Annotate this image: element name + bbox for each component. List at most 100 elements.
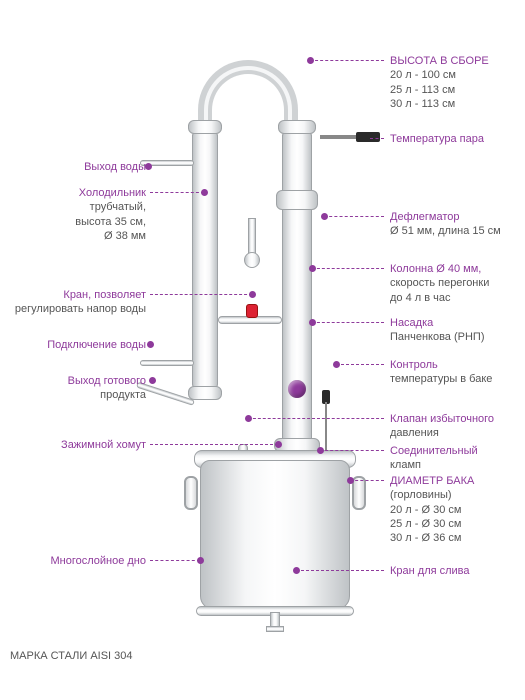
callout-title: ВЫСОТА В СБОРЕ (390, 54, 520, 68)
callout-line: до 4 л в час (390, 291, 520, 305)
callout-title: Выход воды (6, 160, 146, 174)
leader-line (312, 268, 384, 269)
callout-title: Холодильник (6, 186, 146, 200)
leader-line (312, 322, 384, 323)
leader-dot (145, 163, 152, 170)
panchenkov-plug (288, 380, 306, 398)
valve-knob (246, 304, 258, 318)
steam-thermometer (320, 132, 380, 142)
leader-line (336, 364, 384, 365)
leader-dot (149, 377, 156, 384)
callout-line: 25 л - Ø 30 см (390, 517, 520, 531)
callout-waterin: Подключение воды (6, 338, 146, 352)
condenser-cap-bottom (188, 386, 222, 400)
leader-line (320, 450, 384, 451)
drop-tube (248, 218, 256, 254)
callout-line: Панченкова (РНП) (390, 330, 520, 344)
leader-dot (307, 57, 314, 64)
callout-line: давления (390, 426, 520, 440)
leader-dot (147, 341, 154, 348)
leader-line (310, 60, 384, 61)
callout-panch: НасадкаПанченкова (РНП) (390, 316, 520, 345)
callout-reflux: ДефлегматорØ 51 мм, длина 15 см (390, 210, 520, 239)
condenser-cap-top (188, 120, 222, 134)
callout-line: кламп (390, 458, 520, 472)
callout-line: Ø 51 мм, длина 15 см (390, 224, 520, 238)
callout-diameter: ДИАМЕТР БАКА(горловины)20 л - Ø 30 см25 … (390, 474, 520, 545)
callout-title: Клапан избыточного (390, 412, 520, 426)
leader-dot (309, 319, 316, 326)
tank-handle-left (184, 476, 198, 510)
callout-title: Колонна Ø 40 мм, (390, 262, 520, 276)
callout-title: Подключение воды (6, 338, 146, 352)
leader-dot (249, 291, 256, 298)
callout-line: 30 л - Ø 36 см (390, 531, 520, 545)
callout-line: продукта (6, 388, 146, 402)
callout-connclamp: Соединительныйкламп (390, 444, 520, 473)
drain-tap (266, 612, 284, 636)
callout-line: 30 л - 113 см (390, 97, 520, 111)
callout-line: высота 35 см, (6, 215, 146, 229)
leader-line (296, 570, 384, 571)
callout-title: Соединительный (390, 444, 520, 458)
callout-line: (горловины) (390, 488, 520, 502)
leader-line (370, 138, 384, 139)
callout-valve: Кран, позволяетрегулировать напор воды (6, 288, 146, 317)
leader-line (150, 192, 204, 193)
steel-grade-footer: МАРКА СТАЛИ AISI 304 (10, 650, 133, 662)
leader-dot (347, 477, 354, 484)
callout-line: регулировать напор воды (6, 302, 146, 316)
leader-dot (197, 557, 204, 564)
reflux-condenser (276, 190, 318, 210)
callout-title: Кран, позволяет (6, 288, 146, 302)
callout-waterout: Выход воды (6, 160, 146, 174)
main-column-cap (278, 120, 316, 134)
callout-line: Ø 38 мм (6, 229, 146, 243)
callout-line: трубчатый, (6, 200, 146, 214)
drop-ball (244, 252, 260, 268)
leader-dot (293, 567, 300, 574)
callout-tanktemp: Контрольтемпературы в баке (390, 358, 520, 387)
leader-dot (245, 415, 252, 422)
leader-dot (333, 361, 340, 368)
callout-title: Дефлегматор (390, 210, 520, 224)
callout-drain: Кран для слива (390, 564, 520, 578)
tank-handle-right (352, 476, 366, 510)
callout-height: ВЫСОТА В СБОРЕ20 л - 100 см25 л - 113 см… (390, 54, 520, 111)
callout-clamp: Зажимной хомут (6, 438, 146, 452)
callout-line: 20 л - Ø 30 см (390, 503, 520, 517)
leader-line (350, 480, 384, 481)
leader-line (150, 560, 200, 561)
callout-title: Зажимной хомут (6, 438, 146, 452)
callout-title: Выход готового (6, 374, 146, 388)
water-inlet-pipe (140, 360, 194, 366)
callout-line: температуры в баке (390, 372, 520, 386)
leader-dot (201, 189, 208, 196)
callout-bottom: Многослойное дно (6, 554, 146, 568)
leader-dot (317, 447, 324, 454)
leader-dot (321, 213, 328, 220)
condenser-column (192, 130, 218, 390)
leader-line (248, 418, 384, 419)
callout-column: Колонна Ø 40 мм,скорость перегонкидо 4 л… (390, 262, 520, 305)
callout-steamtemp: Температура пара (390, 132, 520, 146)
leader-dot (275, 441, 282, 448)
leader-line (324, 216, 384, 217)
callout-title: ДИАМЕТР БАКА (390, 474, 520, 488)
leader-line (150, 294, 252, 295)
callout-condenser: Холодильниктрубчатый,высота 35 см,Ø 38 м… (6, 186, 146, 243)
callout-title: Кран для слива (390, 564, 520, 578)
leader-dot (309, 265, 316, 272)
distiller-diagram (170, 60, 370, 620)
callout-line: 25 л - 113 см (390, 83, 520, 97)
callout-relief: Клапан избыточногодавления (390, 412, 520, 441)
callout-title: Многослойное дно (6, 554, 146, 568)
main-column (282, 130, 312, 450)
leader-line (150, 444, 278, 445)
callout-product: Выход готовогопродукта (6, 374, 146, 403)
callout-title: Контроль (390, 358, 520, 372)
callout-line: скорость перегонки (390, 276, 520, 290)
callout-line: 20 л - 100 см (390, 68, 520, 82)
tank-body (200, 460, 350, 610)
callout-title: Насадка (390, 316, 520, 330)
